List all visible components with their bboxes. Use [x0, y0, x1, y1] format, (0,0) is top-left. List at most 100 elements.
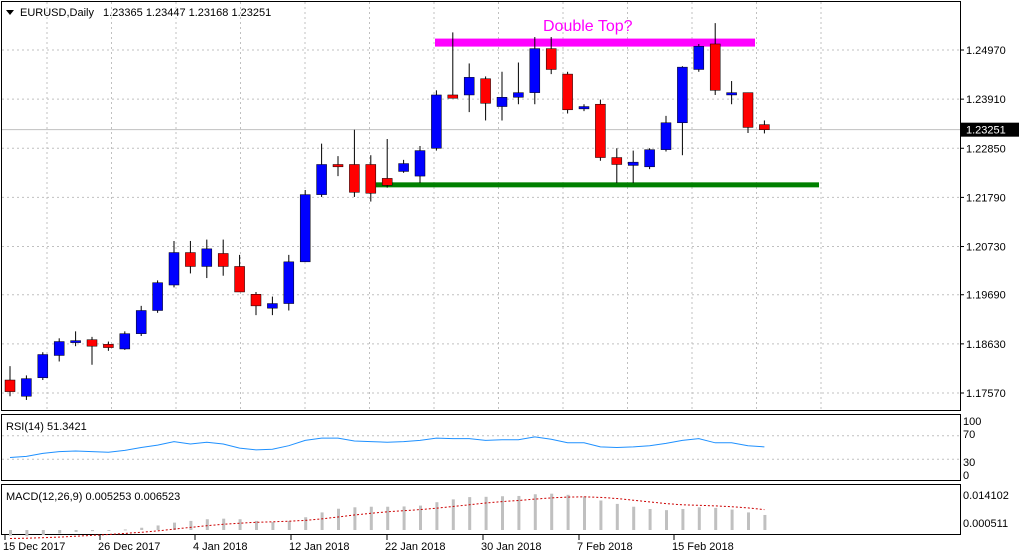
- candle-body: [53, 341, 65, 356]
- macd-histogram-bar: [583, 496, 586, 530]
- price-tick-label: 1.21790: [966, 192, 1006, 204]
- date-tick-label: 15 Feb 2018: [672, 541, 734, 553]
- candle: [726, 81, 737, 105]
- candle-body: [726, 92, 737, 96]
- date-tick-label: 4 Jan 2018: [193, 541, 247, 553]
- candle-body: [37, 354, 49, 378]
- candle-body: [742, 92, 754, 128]
- date-tick-label: 15 Dec 2017: [3, 541, 65, 553]
- candle: [644, 148, 655, 170]
- macd-series: [9, 493, 767, 539]
- macd-histogram-bar: [517, 495, 521, 530]
- price-tick-label: 1.20730: [966, 242, 1006, 254]
- dropdown-triangle-icon[interactable]: [6, 10, 14, 15]
- candle: [627, 150, 639, 184]
- candle: [250, 291, 262, 316]
- macd-histogram-bar: [484, 496, 488, 530]
- macd-histogram-bar: [419, 505, 422, 530]
- macd-histogram-bar: [238, 519, 242, 530]
- candle-body: [103, 344, 114, 348]
- macd-histogram-bar: [501, 496, 504, 530]
- macd-histogram-bar: [451, 499, 455, 530]
- resistance-line: [435, 38, 755, 47]
- candle-body: [21, 378, 32, 397]
- date-tick-label: 30 Jan 2018: [481, 541, 542, 553]
- candlestick-series: [4, 23, 770, 400]
- candle: [578, 104, 590, 112]
- rsi-scale-label: 100: [963, 416, 981, 428]
- rsi-series: [2, 435, 960, 460]
- candle-body: [693, 46, 705, 70]
- macd-histogram-bar: [189, 520, 193, 530]
- candle: [562, 71, 573, 114]
- macd-histogram-bar: [107, 530, 111, 531]
- macd-histogram-bar: [156, 525, 160, 530]
- macd-histogram-bar: [599, 500, 603, 530]
- candle: [660, 115, 672, 152]
- candle-body: [677, 66, 688, 124]
- macd-histogram-bar: [205, 519, 209, 530]
- candle: [447, 32, 459, 99]
- current-price-box: [961, 122, 1019, 137]
- candle: [135, 305, 147, 336]
- macd-scale-label: 0.014102: [963, 490, 1009, 502]
- rsi-label: RSI(14) 51.3421: [6, 421, 87, 433]
- macd-histogram-bar: [353, 507, 357, 530]
- candle-body: [595, 103, 606, 158]
- macd-histogram-bar: [320, 512, 324, 530]
- candle: [4, 366, 16, 397]
- macd-histogram-bar: [287, 520, 291, 530]
- price-tick-label: 1.19690: [966, 290, 1006, 302]
- price-tick-label: 1.23910: [966, 94, 1006, 106]
- candle-body: [447, 94, 459, 99]
- macd-histogram-bar: [468, 497, 472, 530]
- candle: [742, 92, 754, 133]
- macd-histogram-bar: [714, 507, 718, 530]
- date-tick-label: 12 Jan 2018: [289, 541, 350, 553]
- ohlc-label: 1.23365 1.23447 1.23168 1.23251: [103, 7, 271, 19]
- macd-histogram-bar: [369, 506, 373, 530]
- price-panel: [1, 1, 961, 411]
- candle-body: [217, 253, 229, 267]
- candle-body: [463, 77, 475, 96]
- macd-histogram-bar: [632, 506, 636, 530]
- macd-histogram-bar: [41, 530, 45, 536]
- macd-histogram-bar: [681, 509, 685, 530]
- candle-body: [152, 282, 163, 311]
- candle: [480, 76, 491, 121]
- candle-body: [414, 150, 426, 177]
- candle-body: [316, 164, 327, 195]
- macd-signal-line: [9, 496, 765, 539]
- macd-scale-label: 0.000511: [963, 518, 1008, 530]
- candle-body: [578, 106, 590, 110]
- candle-body: [496, 97, 508, 107]
- candle-body: [168, 252, 180, 286]
- macd-histogram-bar: [255, 520, 258, 530]
- candle: [414, 145, 426, 184]
- candle-body: [135, 310, 147, 334]
- symbol-label: EURUSD,Daily: [20, 7, 94, 19]
- candle: [381, 138, 393, 188]
- candle-body: [349, 164, 360, 193]
- candle-body: [431, 94, 442, 149]
- candle: [398, 159, 409, 173]
- candle-body: [480, 78, 491, 104]
- macd-histogram-bar: [435, 502, 439, 530]
- candle-body: [299, 194, 311, 263]
- double-top-annotation: Double Top?: [543, 18, 633, 35]
- candle: [70, 331, 81, 347]
- macd-histogram-bar: [566, 494, 570, 530]
- candle: [349, 129, 360, 197]
- candle-body: [529, 48, 541, 93]
- candle: [37, 352, 49, 381]
- macd-histogram-bar: [74, 530, 78, 532]
- candle: [545, 37, 557, 75]
- candle-body: [709, 43, 721, 91]
- candle-body: [513, 92, 524, 98]
- candle-body: [545, 48, 557, 70]
- candle: [759, 120, 770, 134]
- candle-body: [267, 303, 278, 309]
- candle: [709, 23, 721, 95]
- macd-label: MACD(12,26,9) 0.005253 0.006523: [6, 491, 180, 503]
